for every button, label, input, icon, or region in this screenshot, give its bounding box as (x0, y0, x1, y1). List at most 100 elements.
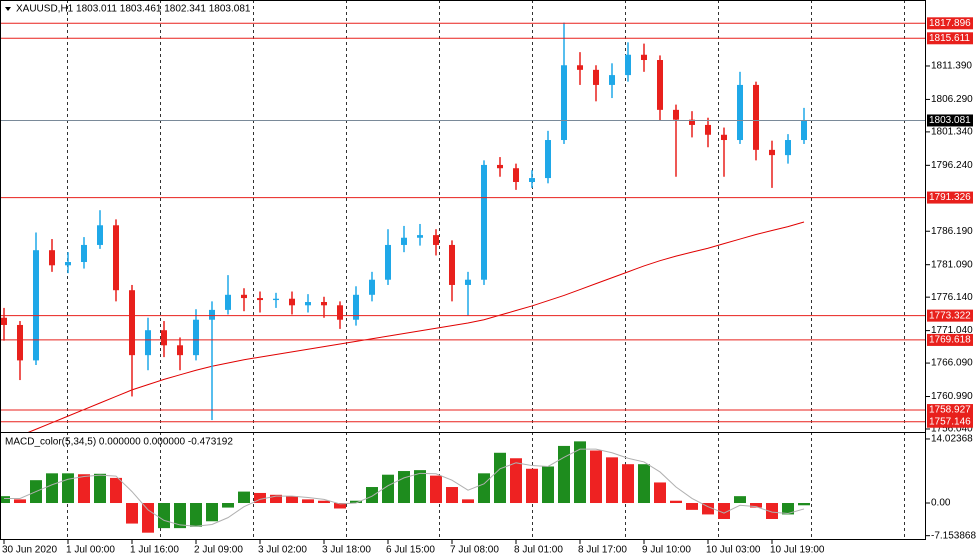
macd-bar (558, 445, 570, 504)
candle-body (577, 65, 583, 70)
candle-body (801, 120, 807, 141)
candle-body (545, 140, 551, 179)
candle-body (641, 54, 647, 61)
current-price-box (927, 114, 973, 127)
macd-bar (318, 500, 330, 504)
macd-bar (750, 503, 762, 508)
macd-bar (0, 496, 10, 504)
candle-body (705, 124, 711, 135)
grid (67, 0, 905, 540)
macd-bar (14, 499, 26, 504)
x-tick-label: 10 Jul 19:00 (770, 545, 825, 556)
candle-body (721, 134, 727, 141)
candle-body (81, 244, 87, 263)
macd-bar (718, 503, 730, 519)
macd-bar (446, 487, 458, 504)
candle-body (593, 69, 599, 85)
macd-bar (206, 503, 218, 522)
macd-bar (46, 473, 58, 504)
macd-bar (606, 457, 618, 504)
candle-body (449, 244, 455, 285)
macd-bar (334, 503, 346, 509)
level-label: 1817.896 (929, 18, 971, 29)
candle-body (177, 345, 183, 356)
collapse-icon[interactable] (5, 7, 11, 11)
macd-bar (158, 503, 170, 529)
candle-body (161, 330, 167, 346)
macd-bar (382, 474, 394, 504)
level-label: 1758.927 (929, 405, 971, 416)
macd-bar (190, 503, 202, 527)
x-tick-label: 2 Jul 09:00 (194, 545, 243, 556)
macd-bar (638, 464, 650, 504)
y-tick-label: 0.00 (931, 498, 951, 509)
candle-body (417, 235, 423, 238)
macd-title: MACD_color(5,34,5) 0.000000 0.000000 -0.… (5, 437, 233, 448)
macd-bar (174, 503, 186, 529)
candle-body (17, 324, 23, 361)
candle-body (769, 149, 775, 156)
price-pane (0, 22, 926, 432)
level-label: 1757.146 (929, 416, 971, 427)
candle-body (241, 294, 247, 299)
candle-body (225, 294, 231, 310)
x-tick-label: 1 Jul 16:00 (130, 545, 179, 556)
macd-bar (590, 450, 602, 504)
macd-bar (238, 491, 250, 504)
signal-line (4, 448, 805, 527)
macd-bar (670, 500, 682, 504)
macd-bar (526, 468, 538, 504)
x-tick-label: 9 Jul 10:00 (642, 545, 691, 556)
macd-bar (94, 473, 106, 504)
y-tick-label: 1771.040 (931, 325, 973, 336)
candle-body (321, 302, 327, 306)
candle-body (1, 317, 7, 325)
candle-body (129, 290, 135, 356)
macd-bar (366, 487, 378, 504)
x-tick-label: 30 Jun 2020 (2, 545, 57, 556)
macd-bar (766, 503, 778, 519)
macd-bar (350, 500, 362, 504)
macd-bar (494, 452, 506, 504)
candle-body (33, 250, 39, 361)
macd-bar (222, 503, 234, 508)
candle-body (337, 305, 343, 320)
candle-body (353, 294, 359, 320)
y-tick-label: 1776.140 (931, 292, 973, 303)
y-tick-label: 14.02368 (931, 434, 973, 445)
macd-bar (254, 492, 266, 504)
candle-body (193, 319, 199, 356)
macd-bar (798, 503, 810, 506)
candle-body (401, 237, 407, 245)
candle-body (625, 54, 631, 76)
level-label-box (927, 404, 973, 417)
macd-bar (414, 470, 426, 504)
y-tick-label: 1806.290 (931, 94, 973, 105)
macd-bar (78, 474, 90, 504)
macd-bar (302, 499, 314, 504)
candle-body (49, 250, 55, 266)
candle-body (305, 302, 311, 306)
macd-bar (686, 503, 698, 510)
y-tick-label: -7.153868 (931, 530, 976, 541)
x-tick-label: 8 Jul 17:00 (578, 545, 627, 556)
macd-bar (398, 471, 410, 504)
candle-body (145, 330, 151, 356)
candle-body (433, 235, 439, 245)
level-label: 1773.322 (929, 310, 971, 321)
macd-bar (62, 473, 74, 504)
y-tick-label: 1811.390 (931, 61, 972, 72)
candle-body (657, 60, 663, 110)
candle-body (97, 225, 103, 245)
level-label: 1815.611 (929, 33, 970, 44)
axes: 1811.390 1806.290 1801.340 1796.240 1786.190… (2, 17, 976, 556)
level-label-box (927, 333, 973, 346)
macd-bar (702, 503, 714, 515)
candle-body (65, 262, 71, 266)
level-label-box (927, 32, 973, 45)
x-tick-label: 8 Jul 01:00 (514, 545, 563, 556)
candle-body (673, 109, 679, 120)
y-tick-label: 1801.340 (931, 127, 973, 138)
macd-bar (654, 482, 666, 504)
